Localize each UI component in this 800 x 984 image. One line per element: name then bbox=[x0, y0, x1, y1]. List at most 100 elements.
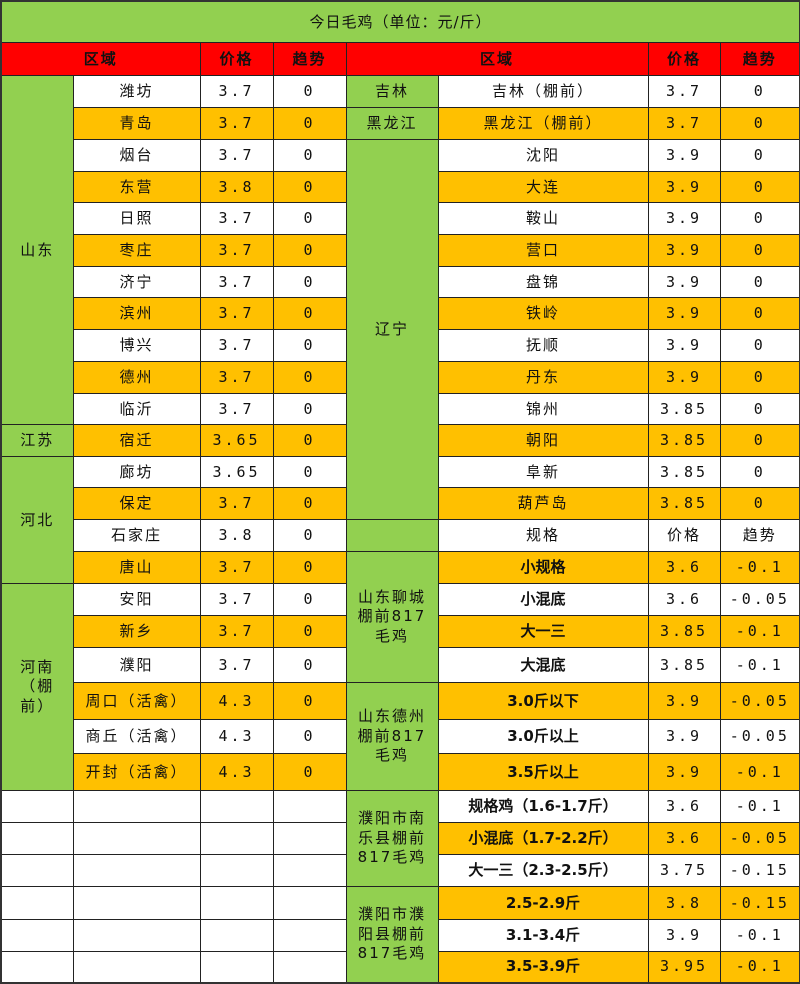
header-price-left: 价格 bbox=[199, 42, 274, 76]
left-trend-cell: 0 bbox=[272, 393, 347, 425]
right-area-cell: 3.5斤以上 bbox=[437, 753, 649, 791]
left-price-cell: 3.7 bbox=[199, 234, 274, 267]
right-trend-cell: 0 bbox=[719, 234, 800, 267]
empty-cell bbox=[199, 951, 274, 983]
right-trend-cell: -0.1 bbox=[719, 951, 800, 983]
empty-cell bbox=[72, 854, 201, 887]
empty-cell bbox=[0, 919, 74, 952]
left-region-cell: 山东 bbox=[0, 75, 74, 425]
right-area-cell: 3.0斤以上 bbox=[437, 719, 649, 754]
right-area-cell: 3.0斤以下 bbox=[437, 682, 649, 720]
table-row: 3.1-3.4斤 3.9 -0.1 bbox=[0, 919, 800, 952]
header-price-right: 价格 bbox=[647, 42, 721, 76]
right-area-cell: 2.5-2.9斤 bbox=[437, 886, 649, 920]
table-row: 临沂 3.7 0 锦州 3.85 0 bbox=[1, 393, 800, 425]
right-area-cell: 鞍山 bbox=[437, 202, 649, 235]
table-row: 小混底（1.7-2.2斤） 3.6 -0.05 bbox=[0, 822, 800, 855]
left-area-cell: 唐山 bbox=[72, 551, 201, 584]
left-trend-cell: 0 bbox=[272, 682, 347, 720]
right-area-cell: 阜新 bbox=[437, 456, 649, 488]
right-area-cell: 沈阳 bbox=[437, 139, 649, 172]
table-row: 青岛 3.7 0 黑龙江 黑龙江（棚前） 3.7 0 bbox=[1, 107, 800, 140]
left-area-cell: 枣庄 bbox=[72, 234, 201, 267]
header-region-right: 区域 bbox=[345, 42, 649, 76]
right-price-cell: 3.75 bbox=[647, 854, 721, 887]
empty-cell bbox=[0, 951, 74, 983]
right-trend-cell: 趋势 bbox=[719, 519, 800, 552]
right-trend-cell: -0.05 bbox=[719, 583, 800, 616]
right-price-cell: 3.9 bbox=[647, 234, 721, 267]
left-trend-cell: 0 bbox=[272, 329, 347, 362]
right-trend-cell: 0 bbox=[719, 139, 800, 172]
right-trend-cell: -0.05 bbox=[719, 719, 800, 754]
right-price-cell: 3.6 bbox=[647, 583, 721, 616]
table-row: 濮阳 3.7 0 大混底 3.85 -0.1 bbox=[1, 647, 800, 683]
table-row: 周口（活禽） 4.3 0 山东德州棚前817毛鸡 3.0斤以下 3.9 -0.05 bbox=[1, 682, 800, 791]
right-region-cell: 山东德州棚前817毛鸡 bbox=[345, 682, 439, 791]
left-area-cell: 商丘（活禽） bbox=[72, 719, 201, 754]
title-row: 今日毛鸡（单位：元/斤） bbox=[0, 0, 800, 43]
right-area-cell: 盘锦 bbox=[437, 266, 649, 298]
right-trend-cell: -0.15 bbox=[719, 854, 800, 887]
right-region-cell: 濮阳市濮阳县棚前817毛鸡 bbox=[345, 886, 439, 983]
right-area-cell: 大一三 bbox=[437, 615, 649, 648]
right-trend-cell: 0 bbox=[719, 202, 800, 235]
right-trend-cell: 0 bbox=[719, 487, 800, 520]
table-row: 河北 廊坊 3.65 0 阜新 3.85 0 bbox=[0, 456, 800, 584]
left-trend-cell: 0 bbox=[272, 583, 347, 616]
right-trend-cell: 0 bbox=[719, 329, 800, 362]
table-row: 开封（活禽） 4.3 0 3.5斤以上 3.9 -0.1 bbox=[1, 753, 800, 791]
left-trend-cell: 0 bbox=[272, 139, 347, 172]
header-row: 区域 价格 趋势 区域 价格 趋势 bbox=[0, 42, 800, 76]
table-row: 山东 潍坊 3.7 0 吉林 吉林（棚前） 3.7 0 bbox=[0, 75, 800, 425]
right-area-cell: 大一三（2.3-2.5斤） bbox=[437, 854, 649, 887]
right-region-cell: 濮阳市南乐县棚前817毛鸡 bbox=[345, 790, 439, 887]
table-row: 博兴 3.7 0 抚顺 3.9 0 bbox=[1, 329, 800, 362]
right-price-cell: 3.6 bbox=[647, 551, 721, 584]
left-trend-cell: 0 bbox=[272, 75, 347, 108]
left-region-cell: 河北 bbox=[0, 456, 74, 584]
empty-cell bbox=[0, 854, 74, 887]
table-row: 枣庄 3.7 0 营口 3.9 0 bbox=[1, 234, 800, 267]
right-trend-cell: 0 bbox=[719, 393, 800, 425]
left-region-cell: 河南（棚前） bbox=[0, 583, 74, 791]
left-price-cell: 3.7 bbox=[199, 297, 274, 330]
right-trend-cell: -0.1 bbox=[719, 647, 800, 683]
left-trend-cell: 0 bbox=[272, 202, 347, 235]
left-trend-cell: 0 bbox=[272, 266, 347, 298]
left-price-cell: 3.8 bbox=[199, 519, 274, 552]
table-row: 石家庄 3.8 0 规格 价格 趋势 bbox=[1, 519, 800, 552]
right-price-cell: 3.9 bbox=[647, 719, 721, 754]
left-price-cell: 3.7 bbox=[199, 551, 274, 584]
left-price-cell: 3.7 bbox=[199, 361, 274, 394]
right-price-cell: 3.9 bbox=[647, 329, 721, 362]
right-region-cell bbox=[345, 519, 439, 552]
right-area-cell: 规格 bbox=[437, 519, 649, 552]
left-area-cell: 安阳 bbox=[72, 583, 201, 616]
left-area-cell: 博兴 bbox=[72, 329, 201, 362]
left-area-cell: 青岛 bbox=[72, 107, 201, 140]
table-row: 唐山 3.7 0 山东聊城棚前817毛鸡 小规格 3.6 -0.1 bbox=[1, 551, 800, 683]
left-trend-cell: 0 bbox=[272, 753, 347, 791]
right-price-cell: 3.6 bbox=[647, 790, 721, 823]
left-price-cell: 3.7 bbox=[199, 487, 274, 520]
right-trend-cell: 0 bbox=[719, 424, 800, 457]
right-price-cell: 3.9 bbox=[647, 297, 721, 330]
right-region-cell: 黑龙江 bbox=[345, 107, 439, 140]
left-region-cell: 江苏 bbox=[0, 424, 74, 457]
right-price-cell: 3.8 bbox=[647, 886, 721, 920]
empty-cell bbox=[72, 822, 201, 855]
left-area-cell: 日照 bbox=[72, 202, 201, 235]
left-area-cell: 烟台 bbox=[72, 139, 201, 172]
left-price-cell: 3.7 bbox=[199, 202, 274, 235]
left-price-cell: 3.7 bbox=[199, 75, 274, 108]
empty-cell bbox=[199, 822, 274, 855]
right-area-cell: 3.5-3.9斤 bbox=[437, 951, 649, 983]
right-area-cell: 铁岭 bbox=[437, 297, 649, 330]
left-price-cell: 4.3 bbox=[199, 753, 274, 791]
left-trend-cell: 0 bbox=[272, 519, 347, 552]
left-price-cell: 3.7 bbox=[199, 329, 274, 362]
right-trend-cell: -0.05 bbox=[719, 822, 800, 855]
empty-cell bbox=[272, 790, 347, 823]
right-trend-cell: 0 bbox=[719, 297, 800, 330]
